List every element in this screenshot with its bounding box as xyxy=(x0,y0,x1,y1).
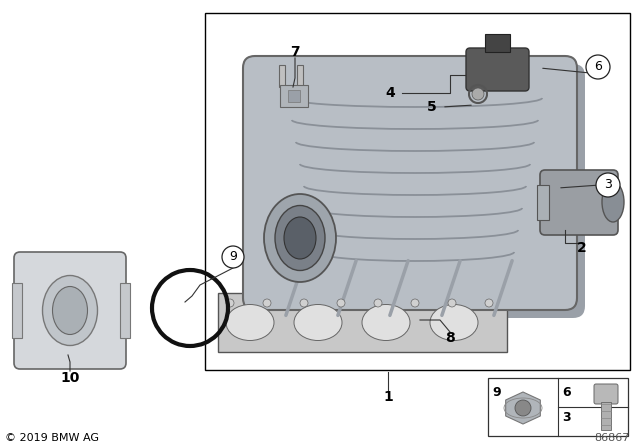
Ellipse shape xyxy=(52,287,88,335)
FancyBboxPatch shape xyxy=(243,56,577,310)
Text: 3: 3 xyxy=(562,411,571,424)
Text: 3: 3 xyxy=(604,178,612,191)
FancyBboxPatch shape xyxy=(466,48,529,91)
Text: 6: 6 xyxy=(562,386,571,399)
Ellipse shape xyxy=(294,305,342,340)
Text: 5: 5 xyxy=(427,100,437,114)
Text: 7: 7 xyxy=(290,45,300,59)
Bar xyxy=(120,283,130,338)
FancyBboxPatch shape xyxy=(540,170,618,235)
Text: © 2019 BMW AG: © 2019 BMW AG xyxy=(5,433,99,443)
FancyArrowPatch shape xyxy=(442,261,460,315)
Circle shape xyxy=(222,246,244,268)
Bar xyxy=(488,378,628,436)
Text: 6: 6 xyxy=(594,60,602,73)
Ellipse shape xyxy=(42,276,97,345)
Text: 2: 2 xyxy=(577,241,587,255)
Ellipse shape xyxy=(430,305,478,340)
Bar xyxy=(205,13,630,370)
Circle shape xyxy=(300,299,308,307)
Bar xyxy=(537,185,549,220)
Circle shape xyxy=(448,299,456,307)
Ellipse shape xyxy=(264,194,336,282)
Bar xyxy=(12,283,22,338)
Text: 8: 8 xyxy=(445,331,455,345)
Ellipse shape xyxy=(275,206,325,271)
Ellipse shape xyxy=(284,217,316,259)
FancyBboxPatch shape xyxy=(594,384,618,404)
Circle shape xyxy=(226,299,234,307)
FancyArrowPatch shape xyxy=(390,261,408,315)
Circle shape xyxy=(411,299,419,307)
Circle shape xyxy=(596,173,620,197)
Bar xyxy=(280,85,308,107)
Circle shape xyxy=(263,299,271,307)
Text: 86867: 86867 xyxy=(595,433,630,443)
Bar xyxy=(297,65,303,87)
Circle shape xyxy=(472,88,484,100)
FancyArrowPatch shape xyxy=(338,261,356,315)
Bar xyxy=(288,90,300,102)
Bar xyxy=(279,65,285,87)
Polygon shape xyxy=(506,392,540,424)
Circle shape xyxy=(374,299,382,307)
Circle shape xyxy=(337,299,345,307)
FancyArrowPatch shape xyxy=(494,261,512,315)
Circle shape xyxy=(515,400,531,416)
Text: 10: 10 xyxy=(60,371,80,385)
Ellipse shape xyxy=(602,182,624,222)
Circle shape xyxy=(586,55,610,79)
Ellipse shape xyxy=(226,305,274,340)
Circle shape xyxy=(485,299,493,307)
FancyBboxPatch shape xyxy=(218,293,507,352)
Text: 1: 1 xyxy=(383,390,393,404)
Ellipse shape xyxy=(362,305,410,340)
Text: 9: 9 xyxy=(229,250,237,263)
FancyBboxPatch shape xyxy=(251,64,585,318)
Text: 4: 4 xyxy=(385,86,395,100)
FancyArrowPatch shape xyxy=(286,261,304,315)
Text: 9: 9 xyxy=(492,386,500,399)
Bar xyxy=(601,402,611,430)
FancyBboxPatch shape xyxy=(14,252,126,369)
Bar xyxy=(485,34,510,52)
